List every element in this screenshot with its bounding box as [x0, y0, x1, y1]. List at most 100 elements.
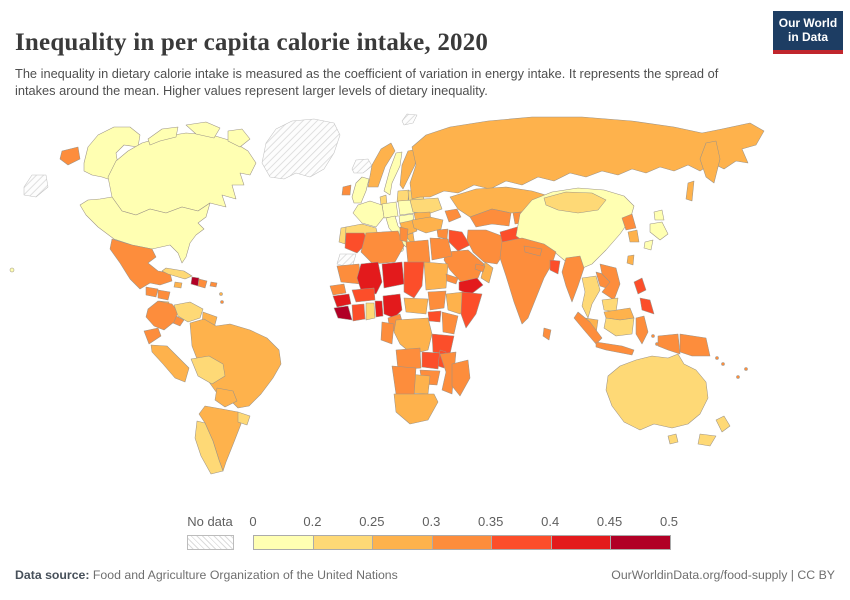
region-mauritania[interactable]	[336, 263, 362, 285]
region-syria[interactable]	[436, 228, 449, 240]
region-mali[interactable]	[356, 261, 383, 295]
legend-bin[interactable]	[372, 536, 432, 549]
region-iceland[interactable]	[351, 158, 373, 174]
region-australia[interactable]	[605, 353, 709, 431]
region-kenya[interactable]	[441, 311, 459, 335]
region-nigeria[interactable]	[382, 293, 403, 319]
region-fiji[interactable]	[744, 367, 748, 371]
region-portugal[interactable]	[338, 226, 347, 245]
region-mexico[interactable]	[109, 238, 173, 290]
region-west-papua[interactable]	[657, 333, 681, 355]
region-bolivia[interactable]	[190, 355, 226, 385]
region-sudan[interactable]	[423, 261, 449, 291]
region-russia-sakhalin[interactable]	[685, 180, 695, 202]
region-jamaica[interactable]	[173, 281, 183, 289]
region-uk[interactable]	[351, 176, 370, 204]
region-sweden[interactable]	[383, 151, 403, 196]
region-zambia[interactable]	[421, 351, 441, 370]
region-russia-kamchatka[interactable]	[699, 140, 721, 184]
region-turkey[interactable]	[411, 216, 444, 234]
region-canada-arctic[interactable]	[185, 121, 221, 139]
legend-bin[interactable]	[550, 536, 611, 549]
region-congo-gabon[interactable]	[380, 321, 395, 345]
region-venezuela[interactable]	[173, 301, 204, 323]
region-vietnam[interactable]	[599, 263, 621, 301]
region-caucasus[interactable]	[444, 208, 462, 223]
region-uae[interactable]	[474, 263, 486, 273]
region-tunisia[interactable]	[399, 226, 409, 243]
region-south-korea[interactable]	[627, 229, 640, 243]
region-vanuatu[interactable]	[736, 375, 740, 379]
region-haiti[interactable]	[190, 276, 200, 287]
region-philippines[interactable]	[639, 297, 655, 315]
region-new-zealand[interactable]	[697, 433, 717, 447]
region-togo-benin[interactable]	[374, 300, 384, 318]
legend-bin[interactable]	[610, 536, 671, 549]
region-burkina-faso[interactable]	[351, 287, 376, 303]
region-ivory-coast[interactable]	[351, 303, 366, 322]
region-papua-new-guinea[interactable]	[679, 333, 711, 357]
region-ukraine[interactable]	[409, 197, 443, 215]
region-dominican-republic[interactable]	[197, 278, 208, 289]
region-solomon-islands[interactable]	[715, 356, 719, 360]
legend-bin[interactable]	[254, 536, 313, 549]
region-japan[interactable]	[653, 209, 665, 221]
region-java[interactable]	[595, 341, 635, 356]
region-japan[interactable]	[643, 239, 654, 251]
region-turkmenistan-uzbekistan[interactable]	[469, 208, 512, 228]
region-guatemala[interactable]	[145, 286, 159, 298]
region-uruguay[interactable]	[237, 411, 251, 426]
region-peru[interactable]	[150, 344, 190, 383]
region-sri-lanka[interactable]	[542, 327, 552, 341]
region-argentina[interactable]	[198, 405, 242, 472]
region-india[interactable]	[499, 237, 557, 325]
region-canada-arctic[interactable]	[227, 128, 251, 148]
region-canada-arctic[interactable]	[147, 126, 179, 146]
region-myanmar[interactable]	[561, 255, 585, 303]
legend-bin[interactable]	[431, 536, 492, 549]
owid-logo[interactable]: Our World in Data	[773, 11, 843, 54]
region-chad[interactable]	[403, 261, 425, 299]
region-madagascar[interactable]	[451, 359, 471, 397]
region-honduras[interactable]	[157, 289, 171, 301]
region-chukotka-west[interactable]	[59, 146, 81, 166]
region-niger[interactable]	[381, 261, 405, 289]
region-philippines[interactable]	[633, 277, 647, 295]
region-iraq[interactable]	[448, 229, 471, 252]
region-sulawesi[interactable]	[635, 315, 649, 345]
region-svalbard[interactable]	[401, 113, 418, 126]
region-ghana[interactable]	[365, 302, 376, 321]
region-tasmania[interactable]	[667, 433, 679, 445]
region-libya[interactable]	[405, 239, 431, 265]
region-thailand[interactable]	[581, 275, 601, 319]
region-guinea[interactable]	[332, 293, 352, 308]
region-cuba[interactable]	[161, 267, 193, 280]
region-new-zealand[interactable]	[715, 415, 731, 433]
region-hawaii[interactable]	[9, 267, 15, 273]
region-namibia[interactable]	[391, 365, 417, 397]
region-angola[interactable]	[395, 347, 422, 371]
region-somalia[interactable]	[460, 291, 483, 329]
credit-link[interactable]: OurWorldinData.org/food-supply | CC BY	[611, 568, 835, 582]
region-south-africa[interactable]	[393, 393, 439, 425]
region-alaska[interactable]	[83, 126, 141, 196]
region-mongolia[interactable]	[543, 191, 607, 214]
region-bangladesh[interactable]	[549, 259, 561, 275]
region-uganda[interactable]	[427, 310, 442, 323]
region-central-african-republic[interactable]	[403, 297, 429, 315]
region-maluku[interactable]	[651, 334, 655, 338]
region-germany[interactable]	[381, 201, 399, 219]
region-greenland[interactable]	[261, 118, 341, 180]
region-yemen[interactable]	[458, 277, 484, 296]
region-ecuador[interactable]	[143, 327, 162, 345]
region-solomon-islands[interactable]	[721, 362, 725, 366]
no-data-swatch[interactable]	[187, 535, 234, 550]
region-colombia[interactable]	[145, 300, 179, 331]
region-senegal[interactable]	[329, 283, 347, 296]
region-lesser-antilles[interactable]	[220, 300, 224, 304]
region-paraguay[interactable]	[214, 387, 238, 408]
region-kalimantan[interactable]	[603, 317, 635, 337]
region-chukotka-wrap[interactable]	[23, 174, 49, 198]
region-norway[interactable]	[367, 142, 396, 188]
region-nepal[interactable]	[523, 245, 543, 257]
